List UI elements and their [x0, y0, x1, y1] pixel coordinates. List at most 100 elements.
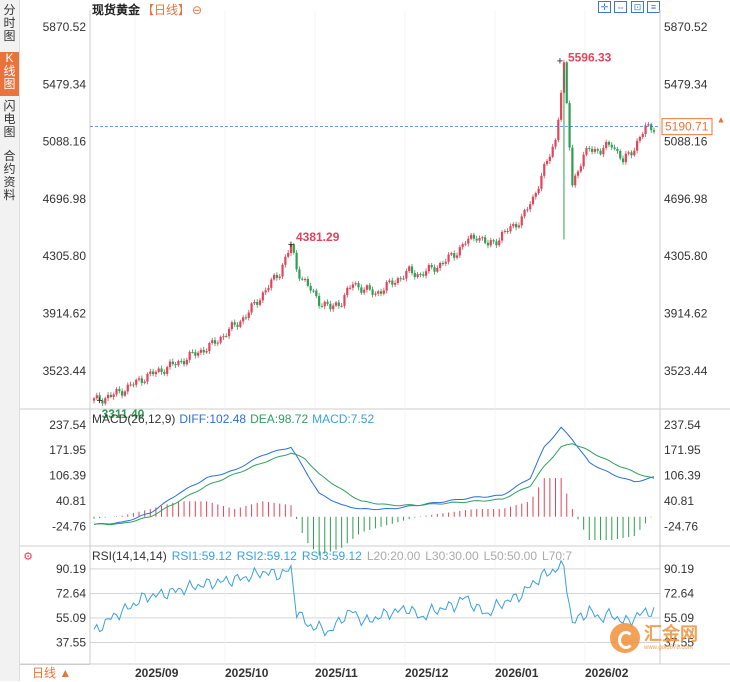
rsi-line: [93, 559, 655, 637]
candle-body: [574, 175, 577, 186]
x-tick: 2026/01: [495, 666, 539, 680]
candle-body: [590, 148, 594, 152]
macd-y-tick-right: 40.81: [664, 494, 694, 508]
candle-body: [636, 140, 639, 151]
candle-body: [312, 290, 315, 292]
candle-body: [168, 361, 172, 368]
candle-body: [624, 153, 627, 163]
candle-body: [104, 398, 107, 404]
period-toggle-icon[interactable]: ⊖: [192, 3, 203, 17]
x-tick: 2025/11: [315, 666, 358, 680]
candle-body: [396, 278, 400, 283]
candle-body: [194, 352, 197, 356]
candle-body: [447, 254, 450, 262]
candle-body: [306, 278, 309, 286]
candle-body: [95, 395, 98, 399]
y-tick-right: 5479.34: [664, 77, 708, 91]
candle-body: [213, 340, 217, 344]
candle-body: [560, 92, 563, 120]
menu-icon[interactable]: ≡: [647, 1, 660, 13]
candle-body: [346, 287, 349, 296]
candle-body: [481, 237, 484, 239]
period-selector-label: 日线 ▲: [32, 666, 72, 680]
candle-body: [357, 283, 360, 288]
candle-body: [627, 152, 630, 154]
expand-icon[interactable]: ⇔: [614, 1, 627, 13]
tab-kline[interactable]: K线图: [0, 52, 19, 96]
candle-body: [582, 154, 585, 167]
candle-body: [371, 289, 374, 295]
candle-body: [382, 290, 385, 294]
tab-contract-info[interactable]: 合约资料: [0, 150, 19, 208]
candle-body: [464, 243, 467, 245]
candle-body: [197, 352, 200, 356]
candle-body: [222, 336, 225, 338]
y-tick-right: 5088.16: [664, 135, 708, 149]
candle-body: [453, 253, 456, 258]
macd-y-tick-left: 106.39: [49, 469, 86, 483]
period-selector-button[interactable]: 日线 ▲: [20, 664, 90, 681]
candle-body: [135, 379, 138, 385]
rsi-legend-item: L30:30.00: [425, 549, 479, 563]
candle-body: [303, 278, 307, 280]
rsi-settings-icon: ⚙: [23, 551, 33, 563]
low-annotation: 3311.40: [102, 407, 145, 421]
candle-body: [267, 287, 270, 291]
macd-legend-item: DEA:98.72: [250, 412, 308, 426]
rsi-legend: RSI(14,14,14) RSI1:59.12 RSI2:59.12 RSI3:59…: [92, 549, 572, 563]
macd-y-tick-right: 106.39: [664, 469, 701, 483]
watermark: 汇金网 www.gold678.com: [610, 623, 698, 653]
candle-body: [621, 158, 625, 163]
candle-body: [323, 301, 326, 307]
candle-body: [571, 147, 574, 186]
candle-body: [607, 141, 611, 145]
candle-body: [287, 252, 290, 257]
candle-body: [320, 305, 324, 307]
candle-body: [146, 373, 149, 382]
candle-body: [301, 278, 304, 280]
candle-body: [112, 394, 115, 397]
candle-body: [360, 287, 363, 293]
y-tick-left: 4305.80: [43, 249, 87, 263]
candle-body: [399, 278, 402, 280]
candle-body: [638, 136, 642, 141]
candle-body: [506, 230, 509, 232]
candle-body: [298, 269, 301, 279]
tab-flash[interactable]: 闪电图: [0, 100, 19, 144]
candle-body: [529, 204, 532, 210]
period-badge[interactable]: 【日线】: [142, 3, 191, 17]
candle-body: [593, 149, 597, 152]
watermark-logo-icon: [610, 623, 640, 653]
candle-body: [619, 150, 622, 159]
candle-body: [343, 295, 346, 306]
candle-body: [436, 268, 439, 272]
candle-body: [309, 285, 312, 291]
candle-body: [379, 291, 383, 294]
candle-body: [602, 147, 605, 155]
candle-body: [227, 328, 231, 337]
candle-body: [230, 322, 233, 329]
candle-body: [363, 289, 366, 293]
candle-body: [236, 324, 239, 327]
candle-body: [334, 302, 338, 306]
candle-body: [422, 274, 425, 276]
tab-timeshare[interactable]: 分时图: [0, 4, 19, 48]
fullscreen-icon[interactable]: ⊡: [631, 1, 644, 13]
candle-body: [419, 274, 422, 276]
high-annotation: 5596.33: [568, 50, 612, 64]
macd-y-tick-right: 237.54: [664, 418, 701, 432]
candle-body: [123, 391, 127, 396]
crosshair-icon[interactable]: ✛: [598, 1, 611, 13]
candle-body: [517, 225, 521, 228]
candle-body: [599, 150, 602, 155]
candle-body: [492, 240, 495, 242]
tab-timeshare-label: 分时图: [3, 3, 16, 43]
macd-y-tick-right: -24.76: [664, 519, 698, 533]
candle-body: [444, 261, 447, 264]
macd-legend-item: DIFF:102.48: [179, 412, 246, 426]
price-arrow-icon: ▲: [717, 115, 726, 125]
candle-body: [486, 242, 490, 246]
candle-body: [630, 152, 633, 156]
candle-body: [540, 175, 543, 189]
